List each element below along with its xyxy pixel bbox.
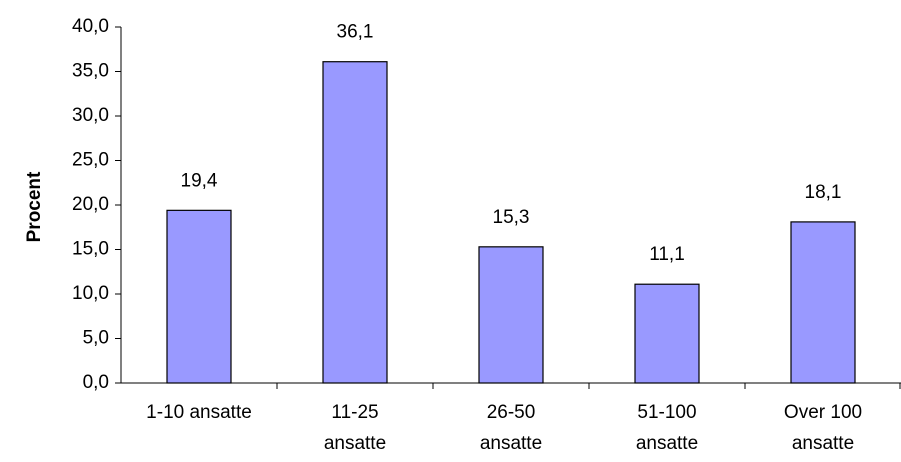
- category-label: ansatte: [636, 433, 698, 454]
- y-tick-label: 35,0: [72, 61, 109, 82]
- category-label: ansatte: [480, 433, 542, 454]
- y-tick-label: 30,0: [72, 105, 109, 126]
- category-label: 1-10 ansatte: [146, 402, 252, 423]
- category-label: ansatte: [792, 433, 854, 454]
- category-label: 26-50: [487, 402, 536, 423]
- y-axis-title: Procent: [24, 171, 45, 242]
- category-label: 11-25: [331, 402, 378, 423]
- y-tick-label: 0,0: [83, 372, 109, 393]
- y-tick-label: 10,0: [72, 283, 109, 304]
- bar: [479, 247, 543, 383]
- y-tick-label: 20,0: [72, 194, 109, 215]
- y-tick-label: 5,0: [83, 328, 109, 349]
- data-label: 19,4: [181, 170, 218, 191]
- y-axis-ticks: 0,0 5,0 10,0 15,0 20,0 25,0 30,0 35,0 40,0: [72, 16, 121, 393]
- bar: [635, 284, 699, 383]
- category-label: 51-100: [637, 402, 696, 423]
- y-tick-label: 15,0: [72, 239, 109, 260]
- bar: [323, 62, 387, 383]
- x-axis: 1-10 ansatte 11-25 ansatte 26-50 ansatte 51-1…: [121, 383, 901, 454]
- bar: [791, 222, 855, 383]
- bars-group: 19,4 36,1 15,3 11,1 18,1: [167, 22, 855, 383]
- category-label: Over 100: [784, 402, 862, 423]
- data-label: 11,1: [649, 244, 685, 265]
- data-label: 15,3: [493, 207, 530, 228]
- data-label: 36,1: [337, 22, 374, 43]
- y-tick-label: 40,0: [72, 16, 109, 37]
- y-tick-label: 25,0: [72, 150, 109, 171]
- bar: [167, 210, 231, 383]
- category-label: ansatte: [324, 433, 386, 454]
- data-label: 18,1: [805, 182, 842, 203]
